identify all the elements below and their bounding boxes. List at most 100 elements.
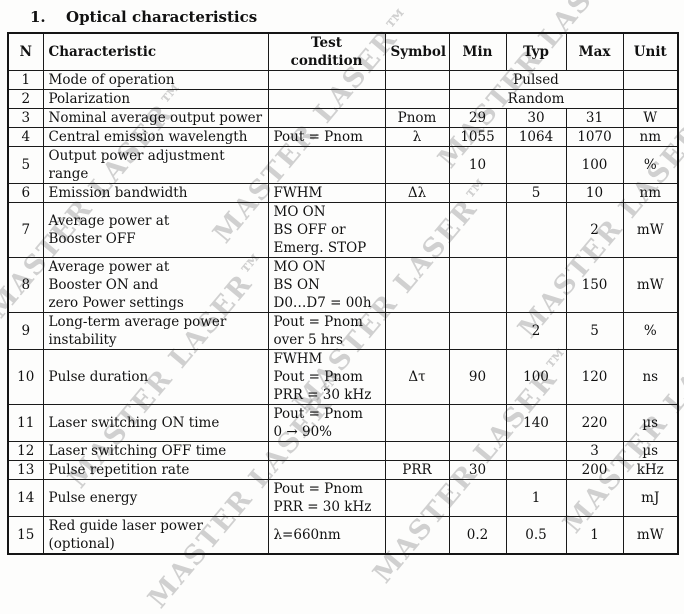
cell-test-condition: FWHM	[267, 183, 386, 203]
table-row: 13 Pulse repetition rate PRR 30 200 kHz	[7, 460, 679, 480]
cell-max: 220	[565, 404, 624, 442]
cell-min: 1055	[448, 127, 507, 147]
table-row: 3 Nominal average output power Pnom 29 3…	[7, 108, 679, 128]
optical-characteristics-table: N Characteristic Test condition Symbol M…	[7, 32, 679, 555]
cell-min	[448, 202, 507, 258]
cell-max: 31	[565, 108, 624, 128]
table-row: 1 Mode of operation Pulsed	[7, 70, 679, 90]
cell-unit: %	[622, 312, 679, 350]
cell-n: 6	[7, 183, 44, 203]
cell-test-condition	[267, 108, 386, 128]
cell-n: 9	[7, 312, 44, 350]
cell-test-condition: λ=660nm	[267, 516, 386, 555]
cell-symbol: λ	[384, 127, 450, 147]
cell-unit: mW	[622, 516, 679, 555]
cell-unit: mW	[622, 202, 679, 258]
table-row: 10 Pulse duration FWHM Pout = Pnom PRR =…	[7, 349, 679, 405]
cell-characteristic: Pulse energy	[42, 479, 269, 517]
cell-test-condition: FWHM Pout = Pnom PRR = 30 kHz	[267, 349, 386, 405]
table-row: 5 Output power adjustment range 10 100 %	[7, 146, 679, 184]
cell-test-condition	[267, 70, 386, 90]
cell-characteristic: Mode of operation	[42, 70, 269, 90]
cell-max: 5	[565, 312, 624, 350]
cell-test-condition: Pout = Pnom over 5 hrs	[267, 312, 386, 350]
cell-characteristic: Central emission wavelength	[42, 127, 269, 147]
cell-unit: mJ	[622, 479, 679, 517]
header-min: Min	[448, 32, 507, 71]
cell-n: 8	[7, 257, 44, 313]
cell-min	[448, 479, 507, 517]
cell-symbol: Δτ	[384, 349, 450, 405]
cell-test-condition: MO ON BS ON D0…D7 = 00h	[267, 257, 386, 313]
cell-n: 1	[7, 70, 44, 90]
cell-min: 90	[448, 349, 507, 405]
cell-test-condition: Pout = Pnom	[267, 127, 386, 147]
page-title: Optical characteristics	[66, 8, 258, 26]
cell-max: 120	[565, 349, 624, 405]
header-characteristic: Characteristic	[42, 32, 269, 71]
cell-n: 2	[7, 89, 44, 109]
cell-symbol	[384, 257, 450, 313]
cell-unit: µs	[622, 441, 679, 461]
table-row: 6 Emission bandwidth FWHM Δλ 5 10 nm	[7, 183, 679, 203]
header-row: N Characteristic Test condition Symbol M…	[7, 32, 679, 71]
cell-characteristic: Average power at Booster ON and zero Pow…	[42, 257, 269, 313]
cell-max: 1	[565, 516, 624, 555]
cell-test-condition	[267, 89, 386, 109]
cell-unit: kHz	[622, 460, 679, 480]
cell-n: 7	[7, 202, 44, 258]
table-row: 4 Central emission wavelength Pout = Pno…	[7, 127, 679, 147]
cell-n: 14	[7, 479, 44, 517]
cell-characteristic: Pulse duration	[42, 349, 269, 405]
header-max: Max	[565, 32, 624, 71]
cell-typ: 1064	[505, 127, 567, 147]
cell-test-condition	[267, 441, 386, 461]
table-row: 14 Pulse energy Pout = Pnom PRR = 30 kHz…	[7, 479, 679, 517]
cell-symbol: PRR	[384, 460, 450, 480]
cell-typ: 2	[505, 312, 567, 350]
cell-symbol: Δλ	[384, 183, 450, 203]
cell-min	[448, 183, 507, 203]
cell-max: 10	[565, 183, 624, 203]
cell-symbol	[384, 146, 450, 184]
cell-max: 3	[565, 441, 624, 461]
cell-unit: nm	[622, 183, 679, 203]
cell-symbol	[384, 70, 450, 90]
cell-test-condition	[267, 460, 386, 480]
header-typ: Typ	[505, 32, 567, 71]
table-row: 7 Average power at Booster OFF MO ON BS …	[7, 202, 679, 258]
table-row: 2 Polarization Random	[7, 89, 679, 109]
cell-unit: mW	[622, 257, 679, 313]
cell-max: 1070	[565, 127, 624, 147]
cell-max: 2	[565, 202, 624, 258]
cell-typ: 140	[505, 404, 567, 442]
cell-characteristic: Laser switching ON time	[42, 404, 269, 442]
cell-n: 15	[7, 516, 44, 555]
cell-characteristic: Polarization	[42, 89, 269, 109]
section-heading: 1. Optical characteristics	[0, 0, 684, 32]
cell-characteristic: Long-term average power instability	[42, 312, 269, 350]
cell-typ	[505, 441, 567, 461]
cell-n: 3	[7, 108, 44, 128]
cell-test-condition: Pout = Pnom 0 → 90%	[267, 404, 386, 442]
cell-test-condition	[267, 146, 386, 184]
cell-min	[448, 312, 507, 350]
cell-typ	[505, 460, 567, 480]
cell-merged-value: Pulsed	[448, 70, 624, 90]
cell-characteristic: Nominal average output power	[42, 108, 269, 128]
header-test-condition: Test condition	[267, 32, 386, 71]
header-unit: Unit	[622, 32, 679, 71]
cell-max	[565, 479, 624, 517]
cell-typ: 5	[505, 183, 567, 203]
cell-typ	[505, 202, 567, 258]
cell-max: 150	[565, 257, 624, 313]
table-row: 11 Laser switching ON time Pout = Pnom 0…	[7, 404, 679, 442]
cell-symbol	[384, 404, 450, 442]
cell-symbol	[384, 202, 450, 258]
cell-typ: 100	[505, 349, 567, 405]
table-row: 12 Laser switching OFF time 3 µs	[7, 441, 679, 461]
cell-min	[448, 404, 507, 442]
cell-typ	[505, 146, 567, 184]
cell-characteristic: Emission bandwidth	[42, 183, 269, 203]
cell-characteristic: Output power adjustment range	[42, 146, 269, 184]
